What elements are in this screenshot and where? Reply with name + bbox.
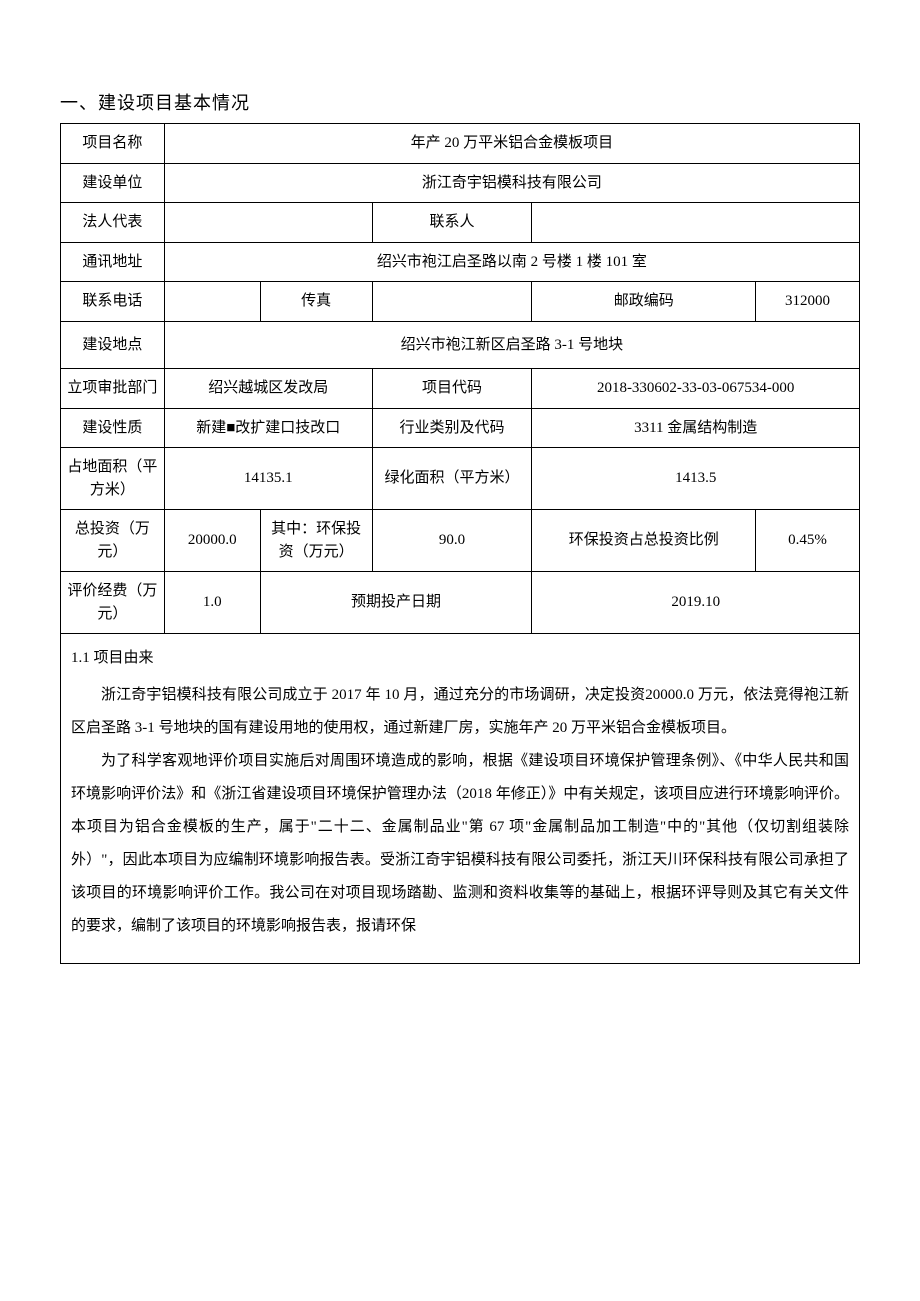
approval-dept-value: 绍兴越城区发改局 <box>164 369 372 409</box>
postal-label: 邮政编码 <box>532 282 756 322</box>
industry-code-value: 3311 金属结构制造 <box>532 408 860 448</box>
body-para1: 浙江奇宇铝模科技有限公司成立于 2017 年 10 月，通过充分的市场调研，决定… <box>71 679 849 745</box>
legal-rep-value <box>164 203 372 243</box>
green-area-value: 1413.5 <box>532 448 860 510</box>
construction-nature-label: 建设性质 <box>61 408 165 448</box>
land-area-value: 14135.1 <box>164 448 372 510</box>
env-investment-value: 90.0 <box>372 510 532 572</box>
table-row: 建设性质 新建■改扩建口技改口 行业类别及代码 3311 金属结构制造 <box>61 408 860 448</box>
phone-value <box>164 282 260 322</box>
contact-person-value <box>532 203 860 243</box>
env-investment-label: 其中：环保投资（万元） <box>260 510 372 572</box>
project-code-value: 2018-330602-33-03-067534-000 <box>532 369 860 409</box>
construction-location-label: 建设地点 <box>61 321 165 369</box>
green-area-label: 绿化面积（平方米） <box>372 448 532 510</box>
total-investment-label: 总投资（万元） <box>61 510 165 572</box>
expected-date-value: 2019.10 <box>532 572 860 634</box>
construction-unit-value: 浙江奇宇铝模科技有限公司 <box>164 163 859 203</box>
approval-dept-label: 立项审批部门 <box>61 369 165 409</box>
project-name-value: 年产 20 万平米铝合金模板项目 <box>164 124 859 164</box>
phone-label: 联系电话 <box>61 282 165 322</box>
evaluation-cost-label: 评价经费（万元） <box>61 572 165 634</box>
address-label: 通讯地址 <box>61 242 165 282</box>
postal-value: 312000 <box>756 282 860 322</box>
land-area-label: 占地面积（平方米） <box>61 448 165 510</box>
table-row: 通讯地址 绍兴市袍江启圣路以南 2 号楼 1 楼 101 室 <box>61 242 860 282</box>
table-row: 项目名称 年产 20 万平米铝合金模板项目 <box>61 124 860 164</box>
construction-location-value: 绍兴市袍江新区启圣路 3-1 号地块 <box>164 321 859 369</box>
contact-person-label: 联系人 <box>372 203 532 243</box>
section-title: 一、建设项目基本情况 <box>60 90 860 117</box>
address-value: 绍兴市袍江启圣路以南 2 号楼 1 楼 101 室 <box>164 242 859 282</box>
env-ratio-value: 0.45% <box>756 510 860 572</box>
body-subheading: 1.1 项目由来 <box>71 642 849 675</box>
table-row: 建设地点 绍兴市袍江新区启圣路 3-1 号地块 <box>61 321 860 369</box>
legal-rep-label: 法人代表 <box>61 203 165 243</box>
project-name-label: 项目名称 <box>61 124 165 164</box>
construction-unit-label: 建设单位 <box>61 163 165 203</box>
body-text-section: 1.1 项目由来 浙江奇宇铝模科技有限公司成立于 2017 年 10 月，通过充… <box>60 634 860 964</box>
table-row: 总投资（万元） 20000.0 其中：环保投资（万元） 90.0 环保投资占总投… <box>61 510 860 572</box>
project-code-label: 项目代码 <box>372 369 532 409</box>
table-row: 法人代表 联系人 <box>61 203 860 243</box>
fax-value <box>372 282 532 322</box>
env-ratio-label: 环保投资占总投资比例 <box>532 510 756 572</box>
expected-date-label: 预期投产日期 <box>260 572 532 634</box>
table-row: 立项审批部门 绍兴越城区发改局 项目代码 2018-330602-33-03-0… <box>61 369 860 409</box>
total-investment-value: 20000.0 <box>164 510 260 572</box>
fax-label: 传真 <box>260 282 372 322</box>
construction-nature-value: 新建■改扩建口技改口 <box>164 408 372 448</box>
industry-code-label: 行业类别及代码 <box>372 408 532 448</box>
table-row: 占地面积（平方米） 14135.1 绿化面积（平方米） 1413.5 <box>61 448 860 510</box>
body-para2: 为了科学客观地评价项目实施后对周围环境造成的影响，根据《建设项目环境保护管理条例… <box>71 745 849 943</box>
evaluation-cost-value: 1.0 <box>164 572 260 634</box>
project-info-table: 项目名称 年产 20 万平米铝合金模板项目 建设单位 浙江奇宇铝模科技有限公司 … <box>60 123 860 634</box>
table-row: 评价经费（万元） 1.0 预期投产日期 2019.10 <box>61 572 860 634</box>
table-row: 建设单位 浙江奇宇铝模科技有限公司 <box>61 163 860 203</box>
table-row: 联系电话 传真 邮政编码 312000 <box>61 282 860 322</box>
